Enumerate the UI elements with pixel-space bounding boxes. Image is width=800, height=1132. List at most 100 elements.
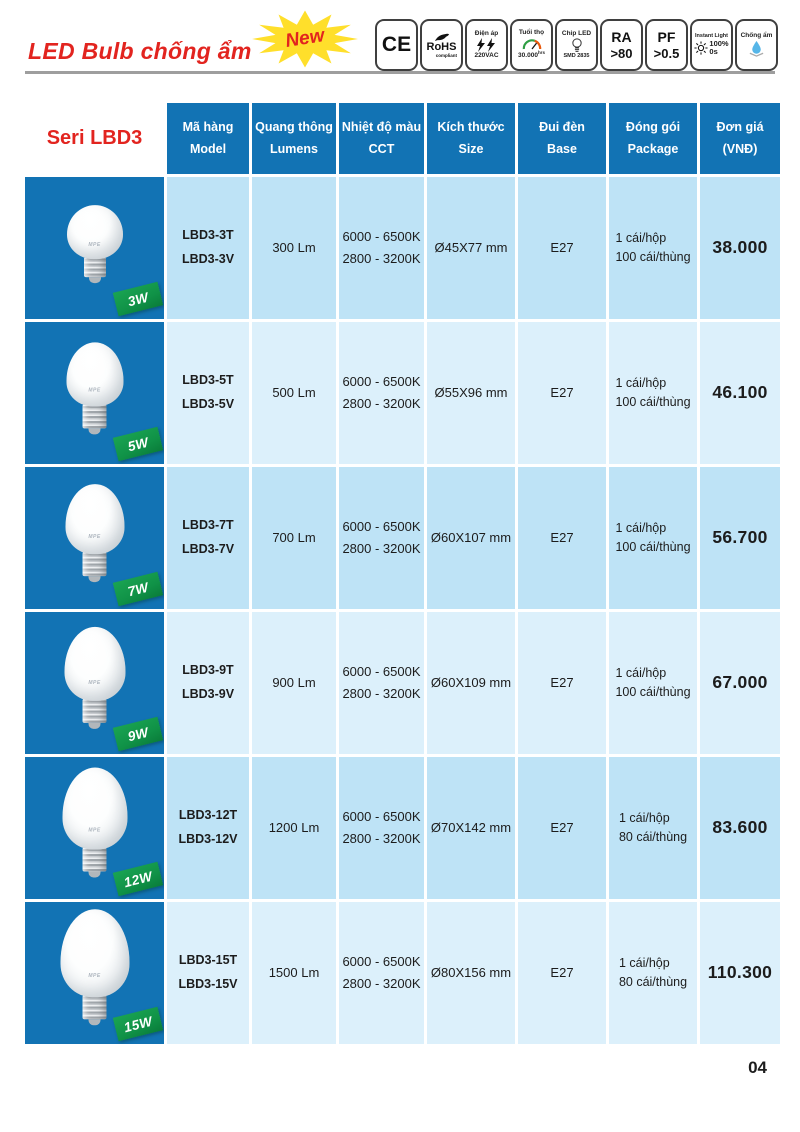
size-cell: Ø70X142 mm	[427, 757, 515, 899]
sun-icon	[694, 41, 708, 55]
bulb-outline-icon	[571, 38, 582, 53]
page-number: 04	[748, 1058, 767, 1077]
price-cell: 38.000	[700, 177, 780, 319]
bulb-contact-tip	[88, 277, 101, 284]
product-image-cell: MPE 7W	[25, 467, 164, 609]
header-divider	[25, 71, 775, 74]
bulb-brand-label: MPE	[88, 242, 101, 249]
bulb-screw-base	[82, 552, 107, 577]
column-header-model: Mã hàng Model	[167, 103, 249, 174]
lifespan-badge: Tuổi thọ 30.000hrs	[510, 19, 553, 71]
bulb-brand-label: MPE	[88, 973, 101, 980]
new-badge: New	[250, 8, 360, 70]
bulb-brand-label: MPE	[88, 534, 101, 541]
chip-led-value: SMD 2835	[563, 53, 590, 60]
lightning-icon	[476, 38, 495, 52]
lumens-cell: 1200 Lm	[252, 757, 336, 899]
model-cell: LBD3-12T LBD3-12V	[167, 757, 249, 899]
instant-light-percent: 100%	[709, 39, 729, 49]
base-cell: E27	[518, 902, 606, 1044]
lumens-cell: 500 Lm	[252, 322, 336, 464]
moisture-proof-badge: Chống ẩm	[735, 19, 778, 71]
size-cell: Ø60X107 mm	[427, 467, 515, 609]
instant-light-seconds: 0s	[709, 47, 718, 57]
rohs-badge: RoHS compliant	[420, 19, 463, 71]
bulb-contact-tip	[88, 871, 101, 878]
pf-badge: PF >0.5	[645, 19, 688, 71]
column-header-price: Đơn giá (VNĐ)	[700, 103, 780, 174]
wattage-badge: 3W	[112, 281, 164, 317]
bulb-image: MPE	[62, 767, 127, 878]
bulb-brand-label: MPE	[88, 827, 101, 834]
price-cell: 56.700	[700, 467, 780, 609]
ce-mark-badge: CE	[375, 19, 418, 71]
column-header-size: Kích thước Size	[427, 103, 515, 174]
bulb-image: MPE	[60, 909, 129, 1026]
package-cell: 1 cái/hộp 100 cái/thùng	[609, 322, 697, 464]
price-cell: 67.000	[700, 612, 780, 754]
model-cell: LBD3-5T LBD3-5V	[167, 322, 249, 464]
model-cell: LBD3-15T LBD3-15V	[167, 902, 249, 1044]
cct-cell: 6000 - 6500K 2800 - 3200K	[339, 467, 424, 609]
bulb-globe: MPE	[65, 484, 124, 555]
price-cell: 110.300	[700, 902, 780, 1044]
bulb-contact-tip	[88, 722, 101, 729]
bulb-image: MPE	[66, 205, 123, 284]
base-cell: E27	[518, 322, 606, 464]
product-image-cell: MPE 12W	[25, 757, 164, 899]
cct-cell: 6000 - 6500K 2800 - 3200K	[339, 322, 424, 464]
chip-led-badge: Chip LED SMD 2835	[555, 19, 598, 71]
lifespan-title: Tuổi thọ	[518, 29, 545, 37]
size-cell: Ø55X96 mm	[427, 322, 515, 464]
bulb-globe: MPE	[62, 767, 127, 850]
package-cell: 1 cái/hộp 100 cái/thùng	[609, 467, 697, 609]
bulb-image: MPE	[64, 626, 125, 729]
bulb-screw-base	[82, 698, 107, 723]
ra-badge: RA >80	[600, 19, 643, 71]
certification-icons: CE RoHS compliant Điện áp 220VAC Tuổi th…	[375, 19, 778, 71]
bulb-screw-base	[82, 995, 107, 1020]
moisture-proof-title: Chống ẩm	[740, 31, 773, 39]
cct-cell: 6000 - 6500K 2800 - 3200K	[339, 177, 424, 319]
size-cell: Ø60X109 mm	[427, 612, 515, 754]
cct-cell: 6000 - 6500K 2800 - 3200K	[339, 612, 424, 754]
package-cell: 1 cái/hộp 80 cái/thùng	[609, 902, 697, 1044]
voltage-title: Điện áp	[474, 29, 499, 37]
column-header-base: Đui đèn Base	[518, 103, 606, 174]
base-cell: E27	[518, 177, 606, 319]
water-drop-icon	[749, 41, 764, 58]
base-cell: E27	[518, 467, 606, 609]
bulb-globe: MPE	[64, 626, 125, 701]
product-image-cell: MPE 3W	[25, 177, 164, 319]
ra-value: >80	[610, 45, 633, 61]
size-cell: Ø80X156 mm	[427, 902, 515, 1044]
rohs-label: RoHS	[426, 40, 457, 53]
bulb-screw-base	[82, 404, 107, 429]
lumens-cell: 300 Lm	[252, 177, 336, 319]
instant-light-title: Instant Light	[695, 33, 728, 40]
gauge-icon	[522, 39, 541, 50]
voltage-value: 220VAC	[474, 52, 499, 59]
package-cell: 1 cái/hộp 100 cái/thùng	[609, 612, 697, 754]
product-image-cell: MPE 9W	[25, 612, 164, 754]
price-cell: 83.600	[700, 757, 780, 899]
price-cell: 46.100	[700, 322, 780, 464]
bulb-image: MPE	[65, 484, 124, 583]
series-title: Seri LBD3	[25, 103, 164, 174]
base-cell: E27	[518, 612, 606, 754]
lifespan-value: 30.000hrs	[518, 49, 545, 60]
product-image-cell: MPE 15W	[25, 902, 164, 1044]
bulb-contact-tip	[88, 576, 101, 583]
starburst-icon	[252, 10, 358, 68]
pf-value: >0.5	[653, 45, 680, 61]
rohs-compliant-label: compliant	[435, 52, 457, 58]
bulb-globe: MPE	[66, 205, 123, 260]
package-cell: 1 cái/hộp 100 cái/thùng	[609, 177, 697, 319]
model-cell: LBD3-3T LBD3-3V	[167, 177, 249, 319]
size-cell: Ø45X77 mm	[427, 177, 515, 319]
bulb-image: MPE	[66, 342, 123, 435]
bulb-brand-label: MPE	[88, 387, 101, 394]
bulb-globe: MPE	[66, 342, 123, 407]
bulb-brand-label: MPE	[88, 680, 101, 687]
bulb-contact-tip	[88, 1019, 101, 1026]
